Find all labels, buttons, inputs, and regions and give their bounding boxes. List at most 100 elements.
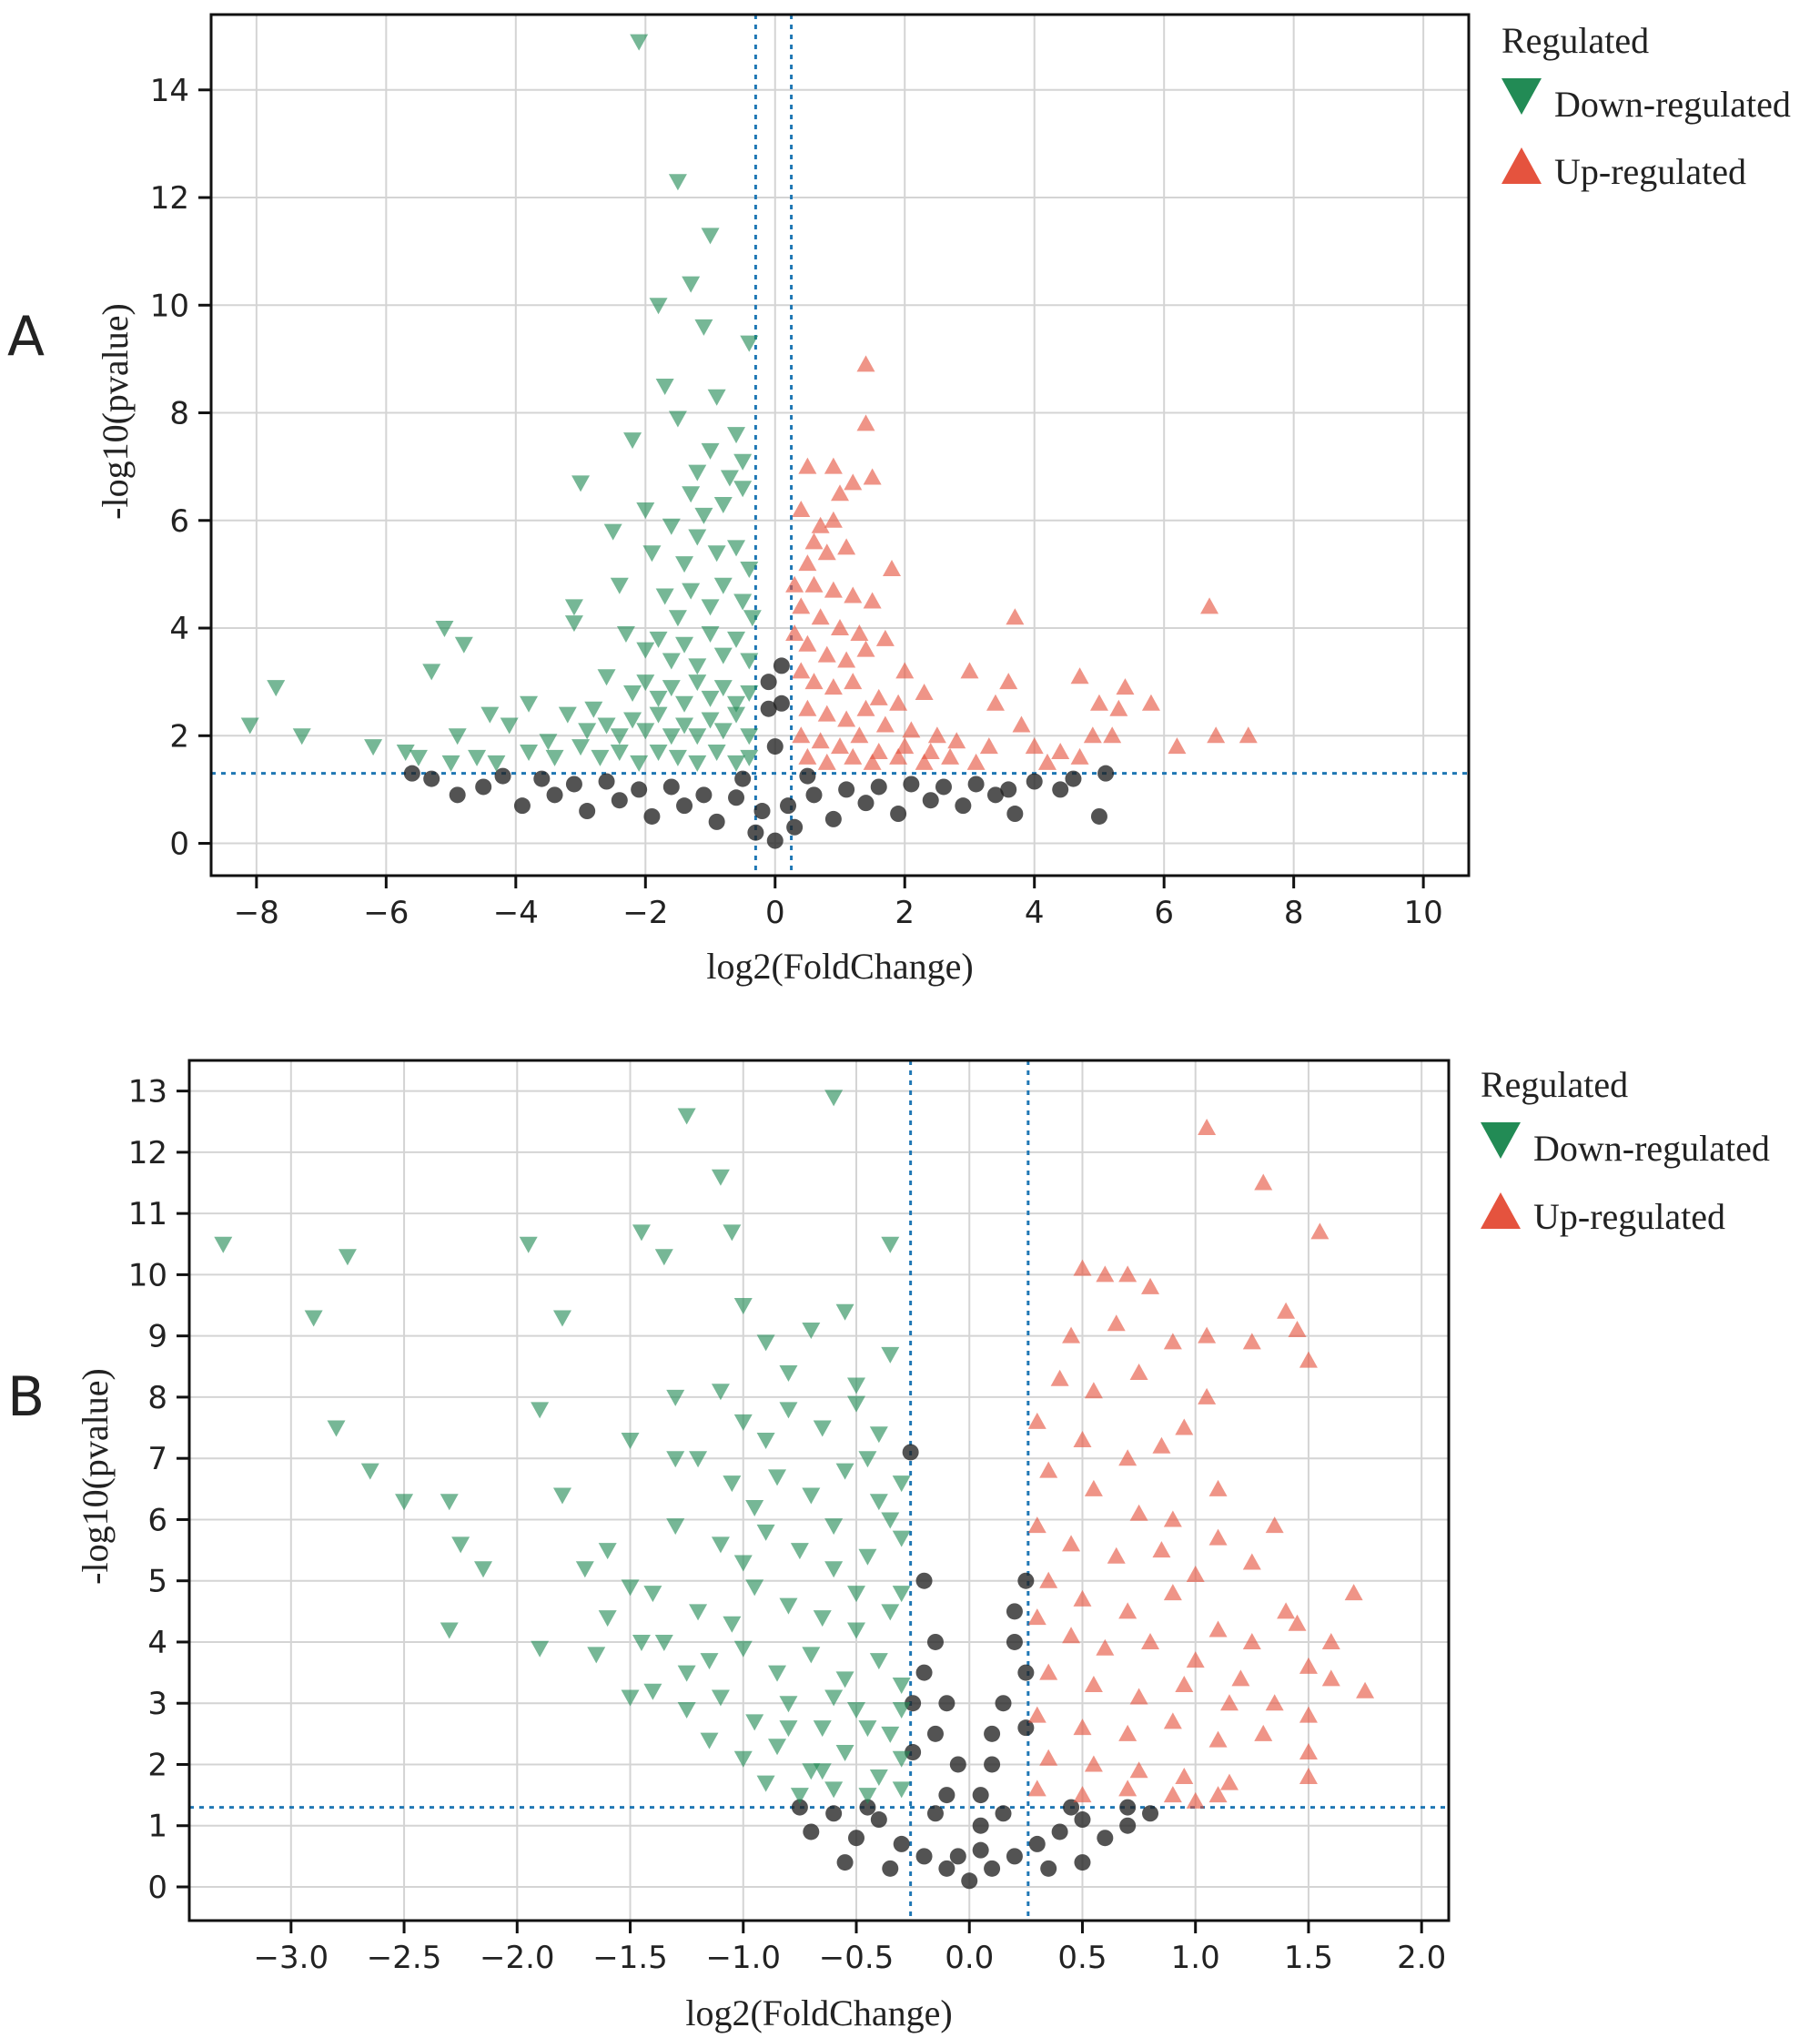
panel-b-point-down-regulated — [519, 1236, 538, 1253]
panel-a-point-down-regulated — [610, 728, 629, 745]
panel-b-point-up-regulated — [1129, 1364, 1148, 1381]
panel-a-point-up-regulated — [837, 710, 856, 727]
panel-a-point-down-regulated — [616, 625, 635, 643]
panel-a-point-down-regulated — [701, 690, 720, 707]
panel-a-point-not-significant — [986, 786, 1004, 804]
panel-a-point-not-significant — [676, 797, 693, 815]
panel-a-point-up-regulated — [863, 753, 882, 770]
panel-a-point-up-regulated — [798, 554, 817, 572]
panel-a-point-up-regulated — [1083, 726, 1102, 744]
panel-a-point-up-regulated — [1051, 743, 1070, 760]
panel-a-point-down-regulated — [292, 728, 311, 745]
panel-b-point-up-regulated — [1027, 1779, 1046, 1797]
panel-b-point-not-significant — [1028, 1835, 1046, 1852]
panel-b-point-not-significant — [1074, 1811, 1091, 1829]
panel-b-point-down-regulated — [790, 1543, 809, 1560]
panel-a-point-not-significant — [734, 770, 752, 787]
panel-a-point-not-significant — [1052, 781, 1069, 798]
panel-b-point-down-regulated — [768, 1739, 787, 1756]
panel-a-grid — [211, 15, 1469, 876]
panel-b-point-down-regulated — [654, 1634, 673, 1651]
panel-b-point-down-regulated — [666, 1389, 685, 1406]
panel-b-point-not-significant — [926, 1725, 944, 1742]
panel-b-point-not-significant — [859, 1799, 876, 1816]
panel-b-point-up-regulated — [1084, 1676, 1103, 1693]
panel-b-point-up-regulated — [1242, 1632, 1261, 1649]
panel-b-point-down-regulated — [768, 1469, 787, 1486]
panel-a-point-up-regulated — [792, 662, 811, 679]
panel-b-points — [214, 1090, 1375, 1890]
panel-a-point-not-significant — [890, 806, 907, 823]
panel-a-point-down-regulated — [448, 728, 467, 745]
panel-b-point-down-regulated — [802, 1487, 821, 1505]
panel-b-point-up-regulated — [1288, 1320, 1307, 1337]
panel-b-point-up-regulated — [1039, 1461, 1058, 1478]
panel-b-point-up-regulated — [1163, 1786, 1182, 1803]
panel-b-point-down-regulated — [733, 1555, 753, 1572]
panel-a-point-not-significant — [824, 810, 842, 827]
panel-a-point-up-regulated — [856, 414, 875, 431]
panel-a-point-not-significant — [449, 786, 466, 804]
panel-a-point-up-regulated — [1116, 678, 1135, 695]
panel-a-point-up-regulated — [986, 694, 1005, 711]
panel-a-point-down-regulated — [623, 432, 642, 450]
panel-b-point-not-significant — [949, 1756, 966, 1773]
panel-a-point-up-regulated — [785, 575, 804, 593]
panel-a-point-not-significant — [935, 778, 952, 796]
panel-a-point-down-regulated — [733, 481, 753, 498]
panel-b-point-down-regulated — [846, 1586, 865, 1603]
panel-b-point-not-significant — [836, 1854, 854, 1871]
panel-b-point-not-significant — [905, 1744, 922, 1761]
panel-a-point-up-regulated — [844, 586, 863, 603]
panel-b-point-down-regulated — [621, 1579, 640, 1597]
panel-a-point-up-regulated — [875, 629, 895, 646]
panel-b-point-down-regulated — [892, 1701, 911, 1719]
panel-b-point-up-regulated — [1118, 1265, 1138, 1283]
panel-a-point-up-regulated — [798, 634, 817, 652]
panel-a-y-tick-label: 2 — [169, 718, 189, 755]
panel-a-point-up-regulated — [817, 645, 836, 663]
panel-a-point-down-regulated — [682, 486, 701, 503]
panel-a-point-up-regulated — [895, 662, 915, 679]
panel-b-point-down-regulated — [711, 1689, 730, 1707]
panel-a-point-down-regulated — [675, 717, 694, 735]
panel-b-point-down-regulated — [813, 1720, 832, 1738]
panel-b-point-down-regulated — [881, 1236, 900, 1253]
panel-a-point-up-regulated — [792, 597, 811, 614]
panel-b-point-not-significant — [972, 1787, 989, 1804]
panel-a-point-down-regulated — [701, 442, 720, 460]
panel-a-point-up-regulated — [1200, 597, 1219, 614]
panel-a-point-down-regulated — [688, 529, 707, 546]
panel-b-point-down-regulated — [733, 1640, 753, 1658]
panel-b-y-axis-title: -log10(pvalue) — [75, 1368, 116, 1585]
panel-b-point-up-regulated — [1356, 1681, 1375, 1698]
panel-b-point-not-significant — [961, 1872, 978, 1890]
panel-b-point-down-regulated — [892, 1475, 911, 1493]
panel-a-y-tick-label: 14 — [150, 73, 189, 109]
panel-b-point-down-regulated — [790, 1788, 809, 1805]
panel-b-point-down-regulated — [654, 1249, 673, 1266]
panel-a-point-down-regulated — [701, 625, 720, 643]
panel-a-point-up-regulated — [863, 592, 882, 609]
panel-a-point-not-significant — [1097, 765, 1115, 782]
panel-b-point-not-significant — [1063, 1799, 1080, 1816]
panel-b-point-up-regulated — [1219, 1694, 1239, 1711]
panel-a-point-not-significant — [857, 795, 875, 812]
panel-b-point-down-regulated — [531, 1402, 550, 1419]
panel-b-point-up-regulated — [1062, 1627, 1081, 1644]
panel-b-point-down-regulated — [632, 1224, 651, 1242]
panel-b-legend-title: Regulated — [1481, 1064, 1628, 1105]
panel-b-point-down-regulated — [779, 1365, 798, 1383]
panel-a-legend-down-triangle-icon — [1502, 78, 1542, 115]
panel-b-point-up-regulated — [1039, 1663, 1058, 1680]
panel-b-y-tick-label: 4 — [147, 1625, 167, 1661]
panel-b-point-up-regulated — [1027, 1516, 1046, 1534]
panel-b-point-not-significant — [1051, 1823, 1068, 1840]
panel-b-point-up-regulated — [1152, 1436, 1171, 1454]
panel-b-point-down-regulated — [824, 1561, 844, 1578]
panel-b-point-not-significant — [1017, 1664, 1035, 1681]
panel-a-point-not-significant — [747, 824, 764, 841]
panel-a-point-down-regulated — [655, 588, 674, 605]
panel-b-point-down-regulated — [304, 1310, 323, 1327]
panel-b-point-down-regulated — [723, 1616, 742, 1633]
